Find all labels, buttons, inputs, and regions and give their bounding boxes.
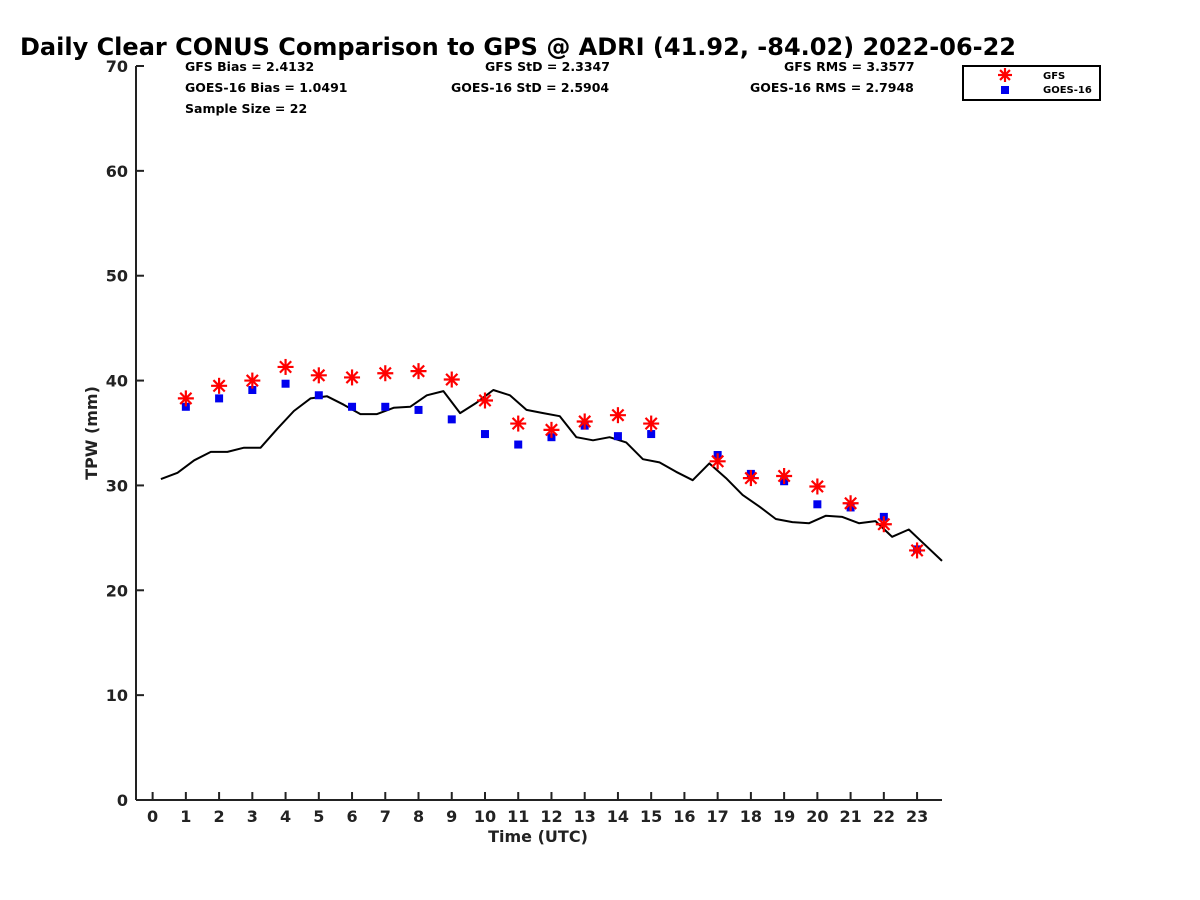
y-tick-label: 60 (106, 162, 128, 181)
x-tick-label: 20 (806, 807, 828, 826)
gps-series-line (160, 389, 943, 562)
x-tick-label: 12 (540, 807, 562, 826)
gfs-point (177, 390, 194, 407)
x-axis-ticks: 0 1 2 3 4 5 6 7 8 9 10 11 12 13 14 15 16 17 18 19 20 21 22 23 (147, 792, 928, 826)
x-tick-label: 0 (147, 807, 158, 826)
goes-point (348, 402, 357, 411)
goes-point (381, 402, 390, 411)
goes-bias-text: GOES-16 Bias = 1.0491 (185, 80, 347, 95)
legend-gfs-marker (998, 68, 1012, 82)
x-tick-label: 7 (380, 807, 391, 826)
legend-goes-marker (1001, 86, 1009, 94)
gfs-point (909, 542, 926, 559)
goes-point (181, 402, 190, 411)
gfs-point (277, 358, 294, 375)
goes-point (613, 432, 622, 441)
x-tick-label: 4 (280, 807, 291, 826)
gfs-point (476, 392, 493, 409)
goes-point (248, 386, 257, 395)
goes-point (447, 415, 456, 424)
legend-gfs-label: GFS (1043, 71, 1065, 82)
goes-point (480, 430, 489, 439)
gfs-point (211, 377, 228, 394)
gfs-rms-text: GFS RMS = 3.3577 (784, 59, 915, 74)
gfs-point (609, 407, 626, 424)
x-tick-label: 11 (507, 807, 529, 826)
x-tick-label: 16 (673, 807, 695, 826)
gfs-point (709, 453, 726, 470)
gfs-point (742, 470, 759, 487)
y-tick-label: 70 (106, 57, 128, 76)
gfs-point (443, 371, 460, 388)
y-tick-label: 20 (106, 581, 128, 600)
plot-area (160, 358, 943, 562)
x-tick-label: 1 (180, 807, 191, 826)
gfs-point (543, 421, 560, 438)
y-tick-label: 0 (117, 791, 128, 810)
gfs-point (244, 372, 261, 389)
x-tick-label: 3 (247, 807, 258, 826)
gfs-point (809, 478, 826, 495)
x-tick-label: 13 (574, 807, 596, 826)
y-tick-label: 10 (106, 686, 128, 705)
y-tick-label: 50 (106, 267, 128, 286)
x-tick-label: 19 (773, 807, 795, 826)
y-tick-label: 40 (106, 372, 128, 391)
x-tick-label: 18 (740, 807, 762, 826)
gfs-point (576, 413, 593, 430)
x-tick-label: 23 (906, 807, 928, 826)
x-tick-label: 10 (474, 807, 496, 826)
gfs-point (344, 369, 361, 386)
goes-rms-text: GOES-16 RMS = 2.7948 (750, 80, 914, 95)
sample-size-text: Sample Size = 22 (185, 101, 307, 116)
gfs-point (410, 363, 427, 380)
x-tick-label: 6 (346, 807, 357, 826)
goes-point (314, 391, 323, 400)
legend-box (962, 65, 1101, 101)
goes-point (813, 500, 822, 509)
gfs-point (310, 367, 327, 384)
goes-point (281, 379, 290, 388)
gfs-point (776, 467, 793, 484)
gfs-point (377, 365, 394, 382)
goes-point (215, 394, 224, 403)
x-tick-label: 8 (413, 807, 424, 826)
chart-title: Daily Clear CONUS Comparison to GPS @ AD… (20, 33, 1016, 61)
x-tick-label: 21 (839, 807, 861, 826)
y-axis-label: TPW (mm) (82, 386, 101, 480)
gfs-std-text: GFS StD = 2.3347 (485, 59, 610, 74)
y-axis-ticks: 0 10 20 30 40 50 60 70 (106, 57, 144, 810)
y-tick-label: 30 (106, 476, 128, 495)
x-tick-label: 2 (214, 807, 225, 826)
goes-std-text: GOES-16 StD = 2.5904 (451, 80, 609, 95)
x-tick-label: 22 (873, 807, 895, 826)
x-axis-label: Time (UTC) (488, 827, 588, 846)
x-tick-label: 5 (313, 807, 324, 826)
x-tick-label: 14 (607, 807, 629, 826)
x-tick-label: 15 (640, 807, 662, 826)
x-tick-label: 9 (446, 807, 457, 826)
gfs-bias-text: GFS Bias = 2.4132 (185, 59, 314, 74)
legend: GFS GOES-16 (962, 65, 1101, 101)
gfs-point (510, 415, 527, 432)
gfs-point (643, 415, 660, 432)
gfs-point (842, 495, 859, 512)
goes-point (414, 405, 423, 414)
goes-point (514, 440, 523, 449)
legend-gfs-asterisk (998, 68, 1012, 82)
legend-goes-label: GOES-16 (1043, 85, 1092, 96)
gfs-point (875, 516, 892, 533)
x-tick-label: 17 (707, 807, 729, 826)
goes-point (647, 430, 656, 439)
